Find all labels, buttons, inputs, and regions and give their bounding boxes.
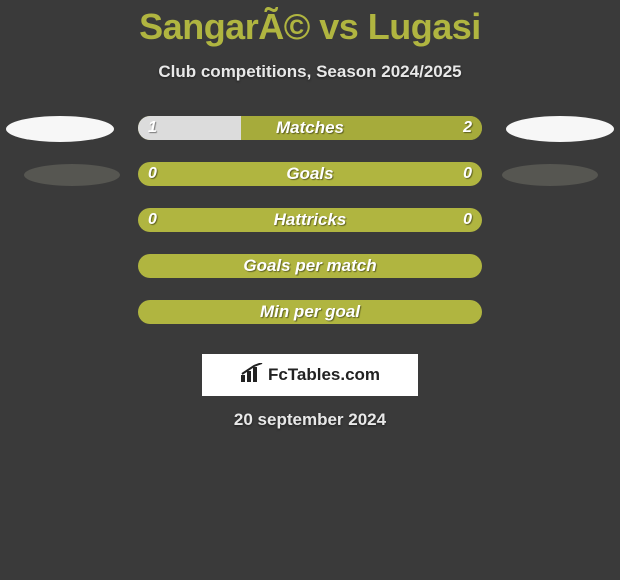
stat-bar-right-fill: [241, 116, 482, 140]
stat-bar-track: [138, 116, 482, 140]
stat-bar-track: [138, 162, 482, 186]
stat-bar-track: [138, 208, 482, 232]
stat-row: Min per goal: [0, 296, 620, 342]
player-right-marker: [502, 164, 598, 186]
stat-bar-track: [138, 254, 482, 278]
stat-row: Goals per match: [0, 250, 620, 296]
stat-row: Hattricks00: [0, 204, 620, 250]
brand-badge[interactable]: FcTables.com: [202, 354, 418, 396]
brand-text: FcTables.com: [268, 365, 380, 385]
stat-rows: Matches12Goals00Hattricks00Goals per mat…: [0, 112, 620, 342]
brand-chart-icon: [240, 363, 264, 388]
page-title: SangarÃ© vs Lugasi: [0, 0, 620, 48]
player-right-marker: [506, 116, 614, 142]
stat-bar-track: [138, 300, 482, 324]
stat-row: Matches12: [0, 112, 620, 158]
player-left-marker: [24, 164, 120, 186]
date-text: 20 september 2024: [0, 410, 620, 430]
stat-row: Goals00: [0, 158, 620, 204]
comparison-infographic: SangarÃ© vs Lugasi Club competitions, Se…: [0, 0, 620, 580]
player-left-marker: [6, 116, 114, 142]
subtitle: Club competitions, Season 2024/2025: [0, 62, 620, 82]
stat-bar-left-fill: [138, 116, 241, 140]
